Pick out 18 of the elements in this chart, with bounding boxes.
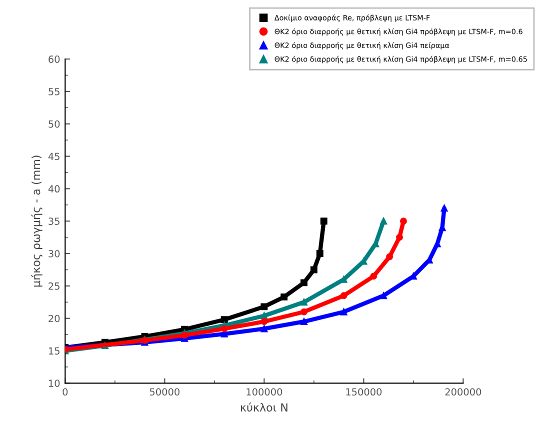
y-tick-label: 35	[48, 218, 60, 225]
y-tick-label: 40	[48, 185, 60, 193]
y-tick-label: 45	[48, 152, 60, 160]
y-tick-label: 30	[48, 250, 60, 258]
x-tick-label: 150000	[346, 388, 382, 396]
x-tick-label: 50000	[150, 388, 180, 396]
x-tick-label: 100000	[246, 388, 282, 396]
y-tick-label: 60	[48, 56, 60, 63]
y-axis-title: μήκος ρωγμής - a (mm)	[31, 156, 42, 287]
x-tick-label: 200000	[445, 388, 482, 396]
y-tick-label: 15	[48, 347, 60, 355]
y-tick-label: 50	[48, 120, 60, 128]
y-tick-label: 55	[48, 88, 60, 96]
y-tick-label: 25	[48, 282, 60, 290]
x-axis-title: κύκλοι N	[240, 402, 288, 412]
y-tick-label: 10	[48, 380, 60, 388]
y-tick-label: 20	[48, 314, 60, 322]
x-tick-label: 0	[62, 388, 68, 396]
